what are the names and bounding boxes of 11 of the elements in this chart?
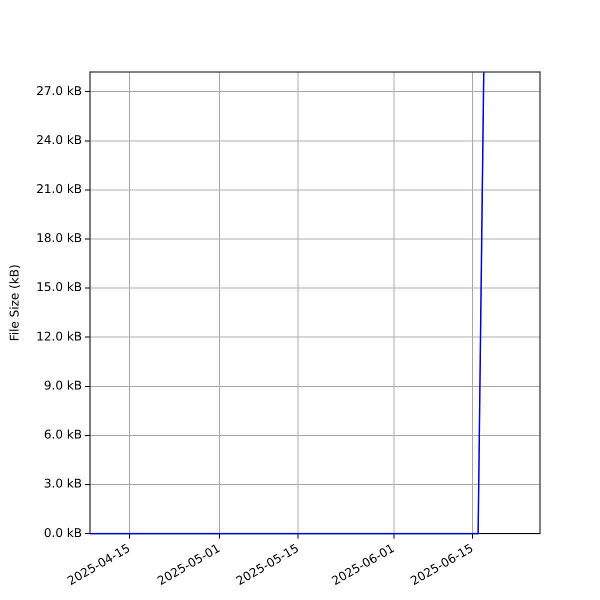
y-axis-title: File Size (kB) xyxy=(7,264,22,342)
y-tick-label: 21.0 kB xyxy=(36,182,82,196)
y-tick-label: 27.0 kB xyxy=(36,84,82,98)
y-tick-label: 6.0 kB xyxy=(44,428,82,442)
y-tick-label: 0.0 kB xyxy=(44,526,82,540)
y-tick-label: 15.0 kB xyxy=(36,280,82,294)
y-tick-label: 24.0 kB xyxy=(36,132,82,147)
y-tick-label: 9.0 kB xyxy=(44,378,82,392)
y-tick-label: 18.0 kB xyxy=(36,231,82,246)
y-tick-label: 12.0 kB xyxy=(36,329,82,344)
y-tick-label: 3.0 kB xyxy=(44,476,82,491)
